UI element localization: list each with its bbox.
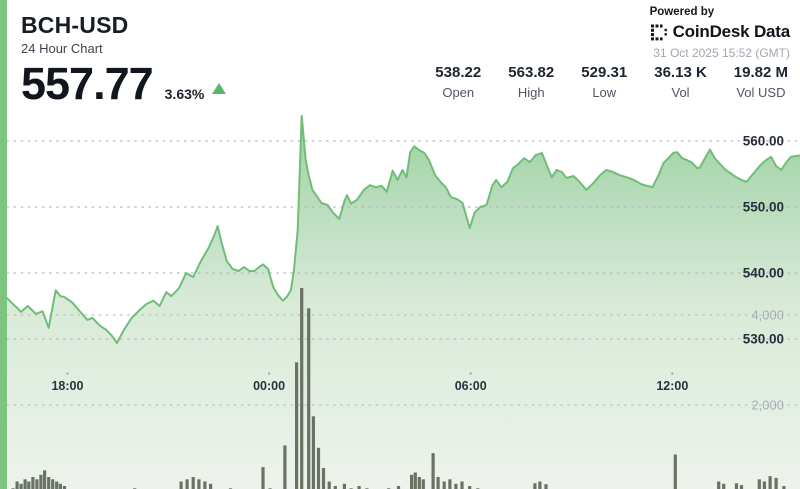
brand-name: CoinDesk Data: [672, 22, 791, 41]
price-line: [2, 114, 800, 344]
stat-high: 563.82 High: [508, 64, 555, 100]
svg-text:06:00: 06:00: [455, 379, 487, 393]
price-change-percent: 3.63%: [164, 86, 205, 103]
stat-volume: 36.13 K Vol: [654, 64, 707, 100]
volume-axis-labels: 4,000 2,000: [751, 308, 784, 413]
powered-by-label: Powered by: [649, 6, 715, 18]
x-axis-labels: 18:00 00:00 06:00 12:00: [51, 372, 688, 393]
svg-text:540.00: 540.00: [743, 266, 784, 281]
left-accent-stripe: [0, 0, 7, 489]
svg-text:00:00: 00:00: [253, 379, 285, 393]
chart-period-label: 24 Hour Chart: [21, 41, 103, 57]
svg-text:12:00: 12:00: [656, 379, 688, 393]
svg-text:560.00: 560.00: [743, 134, 784, 149]
ohlc-stats-row: 538.22 Open 563.82 High 529.31 Low 36.13…: [435, 64, 788, 100]
stat-low: 529.31 Low: [581, 64, 628, 100]
price-axis-labels: 560.00 550.00 540.00 530.00: [743, 134, 784, 347]
quote-timestamp: 31 Oct 2025 15:52 (GMT): [653, 46, 790, 60]
stat-open: 538.22 Open: [435, 64, 482, 100]
up-arrow-icon: [212, 83, 227, 95]
svg-text:550.00: 550.00: [743, 200, 784, 215]
symbol-title: BCH-USD: [21, 12, 129, 38]
coindesk-logo-icon: [650, 23, 668, 41]
current-price: 557.77: [21, 58, 154, 110]
svg-text:530.00: 530.00: [743, 332, 784, 347]
gridlines: [6, 140, 800, 406]
svg-text:2,000: 2,000: [751, 398, 784, 413]
stat-volume-usd: 19.82 M Vol USD: [733, 64, 788, 100]
price-area-fill: [3, 115, 800, 489]
svg-text:18:00: 18:00: [51, 379, 83, 393]
svg-text:4,000: 4,000: [751, 308, 784, 323]
volume-bars: [11, 288, 786, 489]
